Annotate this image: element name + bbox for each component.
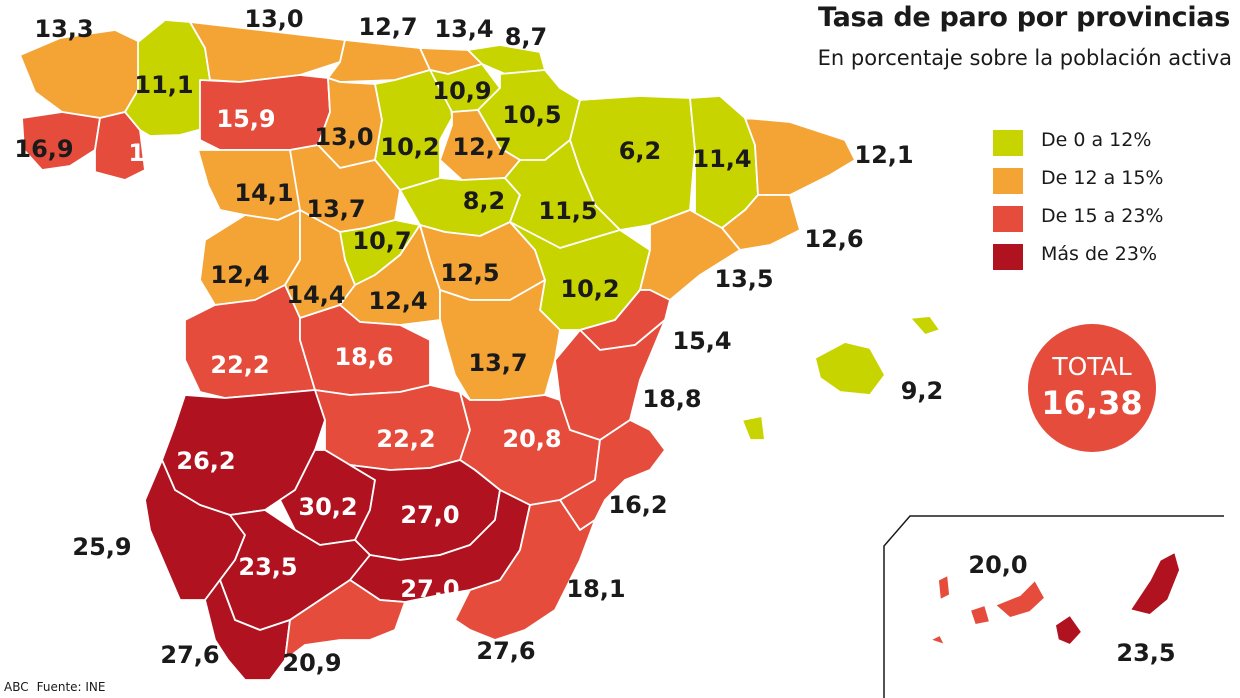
legend-swatch-3 <box>993 244 1023 270</box>
province-value-label: 13,0 <box>314 123 373 151</box>
province-value-label: 6,2 <box>619 137 662 165</box>
province-shape <box>741 415 766 441</box>
province-shape <box>19 29 141 119</box>
province-shape <box>454 499 596 641</box>
province-value-label: 13,7 <box>468 349 527 377</box>
legend-label-0: De 0 a 12% <box>1041 129 1152 151</box>
legend-swatch-0 <box>993 130 1023 156</box>
province-value-label: 23,5 <box>1116 639 1175 667</box>
legend-swatch-1 <box>993 168 1023 194</box>
province-value-label: 10,2 <box>380 133 439 161</box>
legend-label-3: Más de 23% <box>1041 243 1157 265</box>
province-value-label: 20,9 <box>282 649 341 677</box>
province-shape <box>21 111 101 171</box>
province-value-label: 23,5 <box>238 553 297 581</box>
province-value-label: 27,6 <box>476 637 535 665</box>
province-shape <box>559 419 666 531</box>
province-value-label: 13,4 <box>434 15 493 43</box>
province-value-label: 22,2 <box>376 425 435 453</box>
province-value-label: 27,0 <box>400 575 459 603</box>
province-value-label: 12,7 <box>358 13 417 41</box>
source-text: Fuente: INE <box>36 680 106 694</box>
province-value-label: 16,2 <box>608 491 667 519</box>
total-label: TOTAL <box>1052 352 1132 381</box>
province-value-label: 22,2 <box>210 351 269 379</box>
value-labels: 13,3 13,0 12,7 13,4 8,7 11,1 10,9 10,5 16,9 15,3 1… <box>14 5 1175 677</box>
legend-label-2: De 15 a 23% <box>1041 205 1164 227</box>
province-shape <box>284 579 406 661</box>
province-value-label: 12,7 <box>452 133 511 161</box>
legend-swatch-2 <box>993 206 1023 232</box>
inset-frame <box>883 515 1224 698</box>
province-value-label: 14,1 <box>234 179 293 207</box>
province-value-label: 26,2 <box>176 447 235 475</box>
province-value-label: 12,4 <box>210 261 269 289</box>
province-value-label: 10,7 <box>352 227 411 255</box>
province-value-label: 13,0 <box>244 5 303 33</box>
province-value-label: 10,9 <box>432 77 491 105</box>
province-value-label: 18,8 <box>642 385 701 413</box>
map-title: Tasa de paro por provincias <box>817 2 1230 33</box>
province-shape <box>814 341 886 396</box>
province-value-label: 11,4 <box>692 145 751 173</box>
province-value-label: 12,6 <box>804 225 863 253</box>
province-shape <box>374 69 453 191</box>
province-value-label: 12,1 <box>854 141 913 169</box>
map-subtitle: En porcentaje sobre la población activa <box>817 46 1232 70</box>
province-shape <box>639 209 741 301</box>
province-value-label: 8,2 <box>463 187 506 215</box>
province-shape <box>1129 551 1181 616</box>
province-value-label: 10,2 <box>560 275 619 303</box>
province-value-label: 13,3 <box>34 15 93 43</box>
province-shape <box>929 634 946 646</box>
province-value-label: 12,4 <box>368 287 427 315</box>
province-value-label: 25,9 <box>72 533 131 561</box>
province-value-label: 9,2 <box>901 377 944 405</box>
province-value-label: 27,6 <box>160 641 219 669</box>
legend-label-1: De 12 a 15% <box>1041 167 1164 189</box>
province-shape <box>124 19 211 137</box>
canary-islands-inset <box>883 515 1224 698</box>
province-value-label: 11,5 <box>538 197 597 225</box>
province-value-label: 20,8 <box>502 425 561 453</box>
province-value-label: 18,6 <box>334 343 393 371</box>
province-value-label: 30,2 <box>298 493 357 521</box>
publisher-name: ABC <box>4 680 29 694</box>
province-shape <box>937 574 951 601</box>
province-value-label: 13,5 <box>714 265 773 293</box>
source-note: ABC Fuente: INE <box>4 680 106 694</box>
province-value-label: 11,1 <box>134 71 193 99</box>
province-value-label: 15,4 <box>672 327 731 355</box>
province-shape <box>909 315 941 336</box>
total-value: 16,38 <box>1041 384 1143 422</box>
province-value-label: 20,0 <box>968 551 1027 579</box>
province-value-label: 14,4 <box>286 281 345 309</box>
province-shape <box>994 579 1046 619</box>
province-value-label: 15,3 <box>128 139 187 167</box>
province-value-label: 8,7 <box>505 23 548 51</box>
province-shape <box>969 604 991 626</box>
province-value-label: 13,7 <box>306 195 365 223</box>
province-shape <box>439 279 561 401</box>
province-value-label: 27,0 <box>400 501 459 529</box>
province-shapes <box>19 19 1181 681</box>
province-value-label: 10,5 <box>502 101 561 129</box>
province-value-label: 16,9 <box>14 135 73 163</box>
province-shape <box>744 117 856 196</box>
province-value-label: 15,9 <box>216 105 275 133</box>
province-value-label: 18,1 <box>566 575 625 603</box>
province-value-label: 12,5 <box>440 259 499 287</box>
province-shape <box>1054 614 1083 646</box>
total-badge: TOTAL 16,38 <box>1028 324 1156 452</box>
